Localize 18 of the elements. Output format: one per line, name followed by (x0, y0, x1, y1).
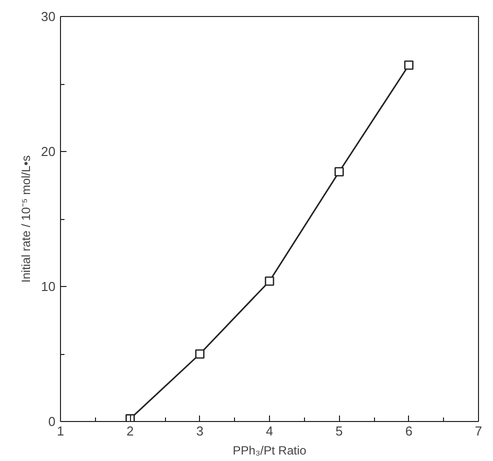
x-tick-label: 5 (336, 424, 343, 438)
point (404, 60, 414, 70)
x-axis-title: PPh₃/Pt Ratio (232, 444, 307, 458)
y-tick-label: 20 (41, 144, 56, 159)
x-tick-label: 7 (474, 424, 482, 438)
point (334, 167, 344, 176)
y-tick-label: 0 (48, 414, 56, 429)
point (195, 349, 204, 359)
x-tick-label: 6 (405, 424, 412, 438)
x-tick-label: 1 (56, 424, 64, 438)
x-tick-label: 4 (266, 424, 274, 438)
x-tick-label: 2 (126, 424, 134, 438)
x-tick-label: 3 (196, 424, 204, 438)
y-axis-title: Initial rate / 10⁻⁵ mol/L•s (19, 155, 34, 283)
point (126, 414, 135, 422)
point (264, 276, 274, 286)
y-tick-label: 30 (41, 9, 56, 24)
y-tick-label: 10 (41, 279, 56, 294)
